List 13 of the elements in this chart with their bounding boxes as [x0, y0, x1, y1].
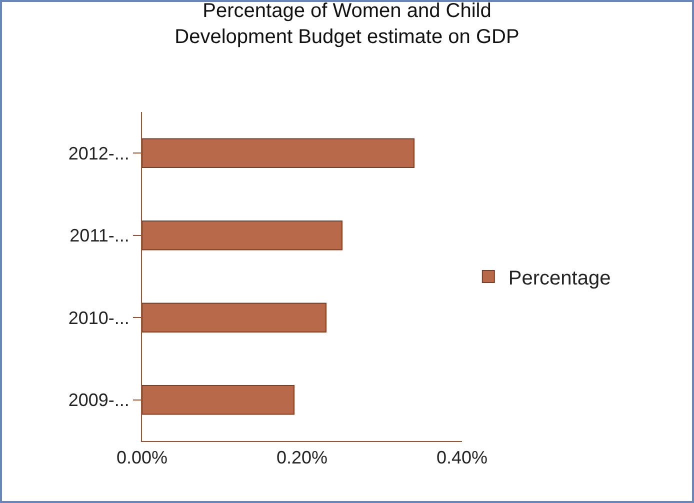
legend-label: Percentage	[508, 267, 611, 290]
bar	[142, 138, 414, 168]
x-tick-label: 0.40%	[436, 448, 488, 468]
y-tick-label: 2009-...	[68, 390, 130, 410]
y-tick-label: 2011-...	[70, 226, 130, 246]
x-tick-label: 0.00%	[116, 448, 168, 468]
x-tick-label: 0.20%	[276, 448, 328, 468]
bar	[142, 302, 326, 333]
bar	[142, 220, 342, 250]
y-tick-label: 2010-...	[68, 308, 130, 328]
y-tick-label: 2012-...	[68, 143, 130, 164]
bar	[142, 384, 294, 415]
chart-title: Percentage of Women and Child Development Budget estimate on GDP	[174, 0, 520, 48]
